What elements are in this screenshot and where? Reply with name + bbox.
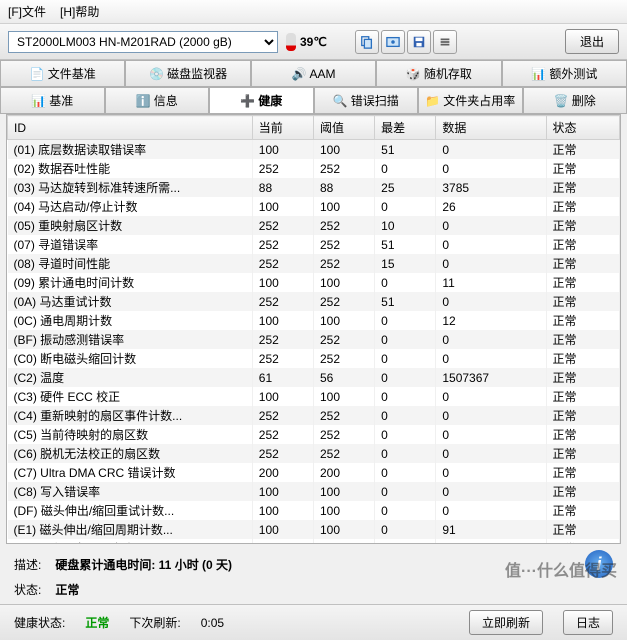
settings-icon[interactable] <box>433 30 457 54</box>
log-button[interactable]: 日志 <box>563 610 613 635</box>
tab-icon: 🔊 <box>292 67 306 81</box>
menu-file[interactable]: [F]文件 <box>8 3 46 20</box>
exit-button[interactable]: 退出 <box>565 29 619 54</box>
desc-value: 硬盘累计通电时间: 11 小时 (0 天) <box>55 556 232 573</box>
table-row[interactable]: (07) 寻道错误率252252510正常 <box>8 235 620 254</box>
tab-icon: ➕ <box>240 94 254 108</box>
smart-table[interactable]: ID当前阈值最差数据状态 (01) 底层数据读取错误率100100510正常(0… <box>6 114 621 544</box>
tab-sub-4[interactable]: 📁文件夹占用率 <box>418 87 523 113</box>
temperature-badge: 39℃ <box>286 33 327 51</box>
tab-icon: 📁 <box>425 94 439 108</box>
table-row[interactable]: (0C) 通电周期计数100100012正常 <box>8 311 620 330</box>
menu-help[interactable]: [H]帮助 <box>60 3 99 20</box>
tab-sub-3[interactable]: 🔍错误扫描 <box>314 87 419 113</box>
tab-sub-0[interactable]: 📊基准 <box>0 87 105 113</box>
table-row[interactable]: (E1) 磁头伸出/缩回周期计数...100100091正常 <box>8 520 620 539</box>
drive-select[interactable]: ST2000LM003 HN-M201RAD (2000 gB) <box>8 31 278 53</box>
col-header[interactable]: 当前 <box>252 116 313 140</box>
table-row[interactable]: (0A) 马达重试计数252252510正常 <box>8 292 620 311</box>
info-icon[interactable]: i <box>585 550 613 578</box>
next-refresh-label: 下次刷新: <box>129 614 180 631</box>
table-row[interactable]: (C6) 脱机无法校正的扇区数25225200正常 <box>8 444 620 463</box>
save-icon[interactable] <box>407 30 431 54</box>
desc-label: 描述: <box>14 556 41 573</box>
tab-top-1[interactable]: 💿磁盘监视器 <box>125 60 250 86</box>
table-row[interactable]: (01) 底层数据读取错误率100100510正常 <box>8 140 620 160</box>
tab-sub-5[interactable]: 🗑️删除 <box>523 87 627 113</box>
table-row[interactable]: (BF) 振动感测错误率25225200正常 <box>8 330 620 349</box>
tab-icon: 🔍 <box>333 94 347 108</box>
tab-top-2[interactable]: 🔊AAM <box>251 60 376 86</box>
col-header[interactable]: 数据 <box>436 116 546 140</box>
table-row[interactable]: (C8) 写入错误率10010000正常 <box>8 482 620 501</box>
table-row[interactable]: (08) 寻道时间性能252252150正常 <box>8 254 620 273</box>
thermometer-icon <box>286 33 296 51</box>
refresh-button[interactable]: 立即刷新 <box>469 610 543 635</box>
health-status-label: 健康状态: <box>14 614 65 631</box>
col-header[interactable]: 阈值 <box>313 116 374 140</box>
tab-top-4[interactable]: 📊额外测试 <box>502 60 627 86</box>
copy-icon[interactable] <box>355 30 379 54</box>
tab-icon: 📄 <box>30 67 44 81</box>
tab-top-0[interactable]: 📄文件基准 <box>0 60 125 86</box>
table-row[interactable]: (04) 马达启动/停止计数100100026正常 <box>8 197 620 216</box>
table-row[interactable]: (C0) 断电磁头缩回计数25225200正常 <box>8 349 620 368</box>
table-row[interactable]: (C2) 温度615601507367正常 <box>8 368 620 387</box>
table-row[interactable]: (09) 累计通电时间计数100100011正常 <box>8 273 620 292</box>
col-header[interactable]: ID <box>8 116 253 140</box>
table-row[interactable]: (C4) 重新映射的扇区事件计数...25225200正常 <box>8 406 620 425</box>
table-row[interactable]: (05) 重映射扇区计数252252100正常 <box>8 216 620 235</box>
tab-icon: 📊 <box>531 67 545 81</box>
tab-icon: 🎲 <box>406 67 420 81</box>
state-value: 正常 <box>55 581 79 598</box>
tab-icon: ℹ️ <box>136 94 150 108</box>
tab-sub-1[interactable]: ℹ️信息 <box>105 87 210 113</box>
tab-icon: 💿 <box>149 67 163 81</box>
tab-icon: 🗑️ <box>554 94 568 108</box>
table-row[interactable]: (DF) 磁头伸出/缩回重试计数...10010000正常 <box>8 501 620 520</box>
table-row[interactable]: (C5) 当前待映射的扇区数25225200正常 <box>8 425 620 444</box>
screenshot-icon[interactable] <box>381 30 405 54</box>
tab-icon: 📊 <box>31 94 45 108</box>
table-row[interactable]: (03) 马达旋转到标准转速所需...8888253785正常 <box>8 178 620 197</box>
next-refresh-value: 0:05 <box>201 616 224 630</box>
table-row[interactable]: (C3) 硬件 ECC 校正10010000正常 <box>8 387 620 406</box>
health-status-value: 正常 <box>85 614 109 631</box>
col-header[interactable]: 状态 <box>546 116 619 140</box>
col-header[interactable]: 最差 <box>375 116 436 140</box>
table-row[interactable]: (C7) Ultra DMA CRC 错误计数20020000正常 <box>8 463 620 482</box>
tab-top-3[interactable]: 🎲随机存取 <box>376 60 501 86</box>
table-row[interactable]: (02) 数据吞吐性能25225200正常 <box>8 159 620 178</box>
tab-sub-2[interactable]: ➕健康 <box>209 87 314 113</box>
state-label: 状态: <box>14 581 41 598</box>
